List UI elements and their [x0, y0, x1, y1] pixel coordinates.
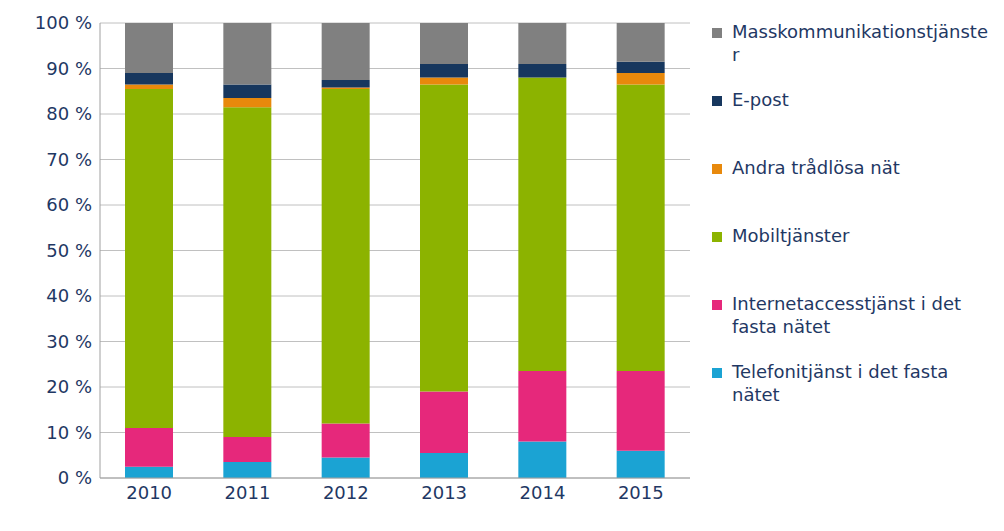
svg-text:2011: 2011: [225, 482, 271, 503]
svg-text:20 %: 20 %: [46, 376, 92, 397]
svg-text:90 %: 90 %: [46, 58, 92, 79]
html-text:Andra trådlösa nät: Andra trådlösa nät: [732, 157, 900, 178]
svg-text:2013: 2013: [421, 482, 467, 503]
svg-text:100 %: 100 %: [35, 12, 92, 33]
svg-text:80 %: 80 %: [46, 103, 92, 124]
html-text:Mobiltjänster: Mobiltjänster: [732, 225, 850, 246]
html-text:Internetaccesstjänst i det fas: Internetaccesstjänst i det fasta nätet: [732, 293, 962, 337]
svg-text:0 %: 0 %: [58, 467, 92, 488]
svg-text:2010: 2010: [126, 482, 172, 503]
svg-text:40 %: 40 %: [46, 285, 92, 306]
svg-text:2015: 2015: [618, 482, 664, 503]
html-text:Masskommunikationstjänster: Masskommunikationstjänster: [732, 21, 988, 65]
svg-text:2012: 2012: [323, 482, 369, 503]
svg-text:50 %: 50 %: [46, 240, 92, 261]
svg-text:60 %: 60 %: [46, 194, 92, 215]
html-text:E-post: E-post: [732, 89, 789, 110]
svg-text:30 %: 30 %: [46, 331, 92, 352]
svg-text:70 %: 70 %: [46, 149, 92, 170]
svg-text:10 %: 10 %: [46, 422, 92, 443]
svg-text:2014: 2014: [520, 482, 566, 503]
html-text:Telefonitjänst i det fasta nät: Telefonitjänst i det fasta nätet: [732, 361, 949, 405]
